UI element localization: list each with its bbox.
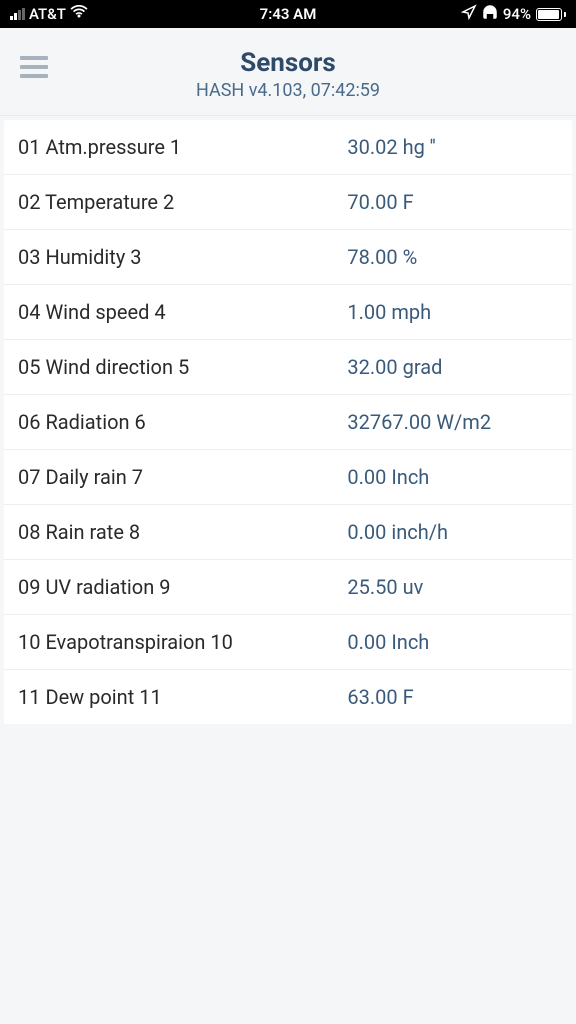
wifi-icon [70, 5, 88, 23]
sensor-row[interactable]: 10 Evapotranspiraion 100.00 Inch [4, 615, 572, 670]
sensor-label: 11 Dew point 11 [18, 685, 347, 709]
sensor-value: 25.50 uv [347, 575, 558, 599]
location-icon [461, 4, 477, 24]
sensor-row[interactable]: 11 Dew point 1163.00 F [4, 670, 572, 724]
sensor-value: 30.02 hg '' [347, 135, 558, 159]
sensor-label: 10 Evapotranspiraion 10 [18, 630, 347, 654]
sensor-row[interactable]: 09 UV radiation 925.50 uv [4, 560, 572, 615]
status-time: 7:43 AM [260, 5, 317, 23]
sensor-value: 0.00 Inch [347, 630, 558, 654]
sensor-value: 32.00 grad [347, 355, 558, 379]
sensor-label: 01 Atm.pressure 1 [18, 135, 347, 159]
sensor-label: 06 Radiation 6 [18, 410, 347, 434]
page-title: Sensors [14, 48, 562, 78]
status-bar: AT&T 7:43 AM 94% [0, 0, 576, 28]
sensor-row[interactable]: 06 Radiation 632767.00 W/m2 [4, 395, 572, 450]
sensor-row[interactable]: 05 Wind direction 532.00 grad [4, 340, 572, 395]
sensor-row[interactable]: 08 Rain rate 80.00 inch/h [4, 505, 572, 560]
sensor-row[interactable]: 07 Daily rain 70.00 Inch [4, 450, 572, 505]
page-subtitle: HASH v4.103, 07:42:59 [14, 80, 562, 101]
battery-percent: 94% [503, 5, 531, 23]
sensor-value: 0.00 inch/h [347, 520, 558, 544]
app-header: Sensors HASH v4.103, 07:42:59 [0, 28, 576, 116]
sensor-value: 78.00 % [347, 245, 558, 269]
sensor-label: 02 Temperature 2 [18, 190, 347, 214]
sensor-value: 0.00 Inch [347, 465, 558, 489]
sensor-value: 63.00 F [347, 685, 558, 709]
sensor-label: 07 Daily rain 7 [18, 465, 347, 489]
status-right: 94% [461, 4, 566, 24]
sensor-label: 05 Wind direction 5 [18, 355, 347, 379]
headphones-icon [482, 4, 498, 24]
sensor-row[interactable]: 01 Atm.pressure 130.02 hg '' [4, 120, 572, 175]
status-left: AT&T [10, 5, 88, 23]
sensor-value: 32767.00 W/m2 [347, 410, 558, 434]
sensor-row[interactable]: 04 Wind speed 41.00 mph [4, 285, 572, 340]
sensor-value: 1.00 mph [347, 300, 558, 324]
carrier-label: AT&T [29, 5, 66, 23]
menu-button[interactable] [20, 56, 48, 78]
sensor-label: 03 Humidity 3 [18, 245, 347, 269]
hamburger-icon [20, 56, 48, 60]
signal-bars-icon [10, 8, 25, 20]
sensor-row[interactable]: 03 Humidity 378.00 % [4, 230, 572, 285]
sensor-label: 08 Rain rate 8 [18, 520, 347, 544]
sensor-row[interactable]: 02 Temperature 270.00 F [4, 175, 572, 230]
sensor-list: 01 Atm.pressure 130.02 hg ''02 Temperatu… [4, 120, 572, 724]
battery-icon [536, 8, 566, 21]
sensor-value: 70.00 F [347, 190, 558, 214]
sensor-label: 09 UV radiation 9 [18, 575, 347, 599]
sensor-label: 04 Wind speed 4 [18, 300, 347, 324]
